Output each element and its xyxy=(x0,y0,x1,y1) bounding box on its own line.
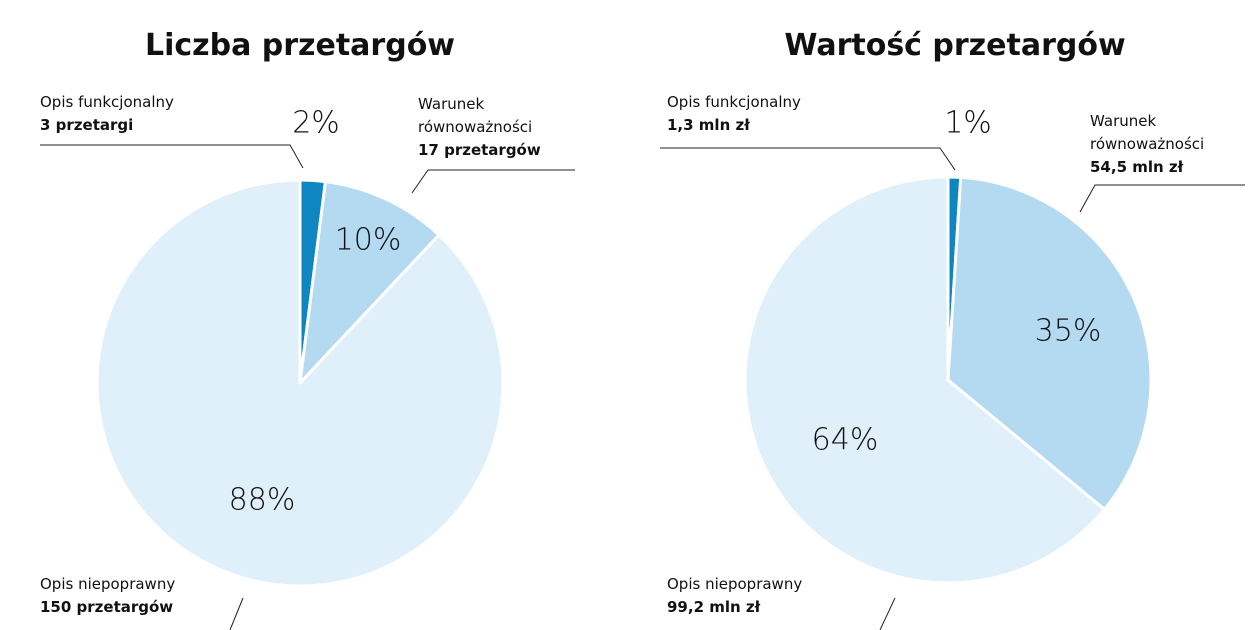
category-label: Warunek równoważności xyxy=(1090,112,1205,153)
slice-label: Opis niepoprawny 150 przetargów xyxy=(40,573,205,619)
category-label: Opis funkcjonalny xyxy=(40,93,174,111)
leader-line xyxy=(411,169,575,194)
percent-label: 10% xyxy=(335,223,402,258)
detail-label: 54,5 mln zł xyxy=(1090,158,1184,176)
pie-slice xyxy=(95,178,505,588)
leader-line xyxy=(229,597,244,630)
chart-title: Wartość przetargów xyxy=(784,28,1125,63)
slice-label: Opis funkcjonalny 1,3 mln zł xyxy=(667,91,832,137)
pie-slice xyxy=(743,175,1106,585)
leader-line xyxy=(40,144,304,169)
slice-label: Opis niepoprawny 99,2 mln zł xyxy=(667,573,832,619)
slice-label: Opis funkcjonalny 3 przetargi xyxy=(40,91,205,137)
pie-slice xyxy=(946,175,1153,511)
category-label: Opis funkcjonalny xyxy=(667,93,801,111)
leader-line xyxy=(660,147,956,171)
leader-line xyxy=(1079,184,1245,213)
leader-line xyxy=(879,597,896,630)
percent-label: 1% xyxy=(944,106,992,141)
percent-label: 2% xyxy=(292,106,340,141)
category-label: Opis niepoprawny xyxy=(667,575,803,593)
percent-label: 88% xyxy=(229,483,296,518)
percent-label: 35% xyxy=(1035,314,1102,349)
slice-label: Warunek równoważności 17 przetargów xyxy=(418,93,583,162)
percent-label: 64% xyxy=(812,423,879,458)
pie-slice xyxy=(298,180,441,385)
detail-label: 99,2 mln zł xyxy=(667,598,761,616)
category-label: Opis niepoprawny xyxy=(40,575,176,593)
slice-label: Warunek równoważności 54,5 mln zł xyxy=(1090,110,1255,179)
chart-title: Liczba przetargów xyxy=(145,28,455,63)
detail-label: 1,3 mln zł xyxy=(667,116,750,134)
detail-label: 17 przetargów xyxy=(418,141,541,159)
detail-label: 150 przetargów xyxy=(40,598,174,616)
detail-label: 3 przetargi xyxy=(40,116,134,134)
category-label: Warunek równoważności xyxy=(418,95,533,136)
